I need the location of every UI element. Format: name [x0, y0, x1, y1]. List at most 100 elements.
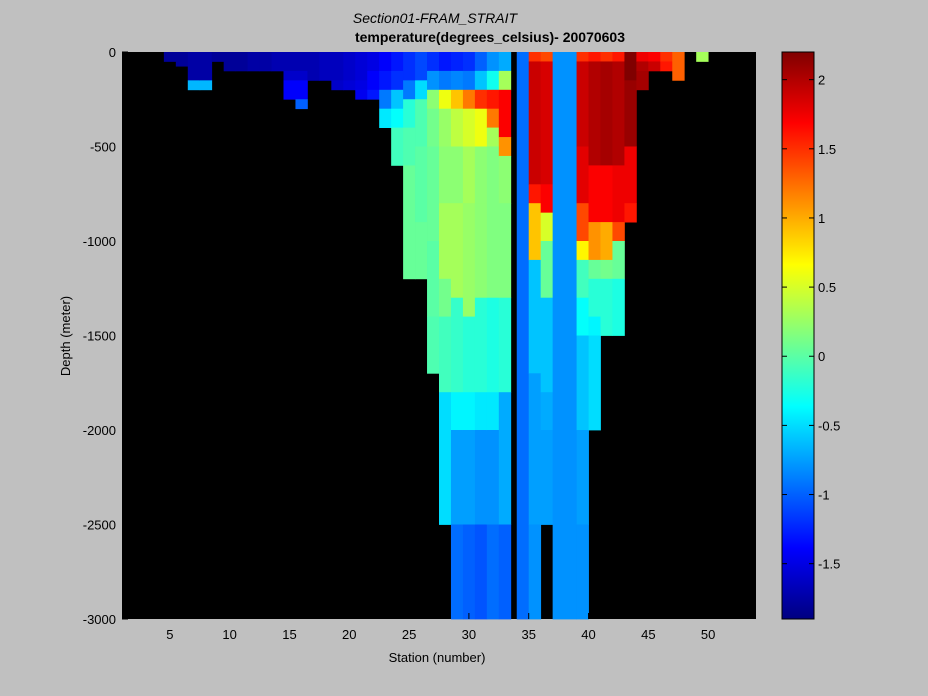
heatmap-cell	[636, 70, 649, 91]
heatmap-cell	[295, 80, 308, 100]
heatmap-cell	[498, 203, 512, 299]
heatmap-cell	[588, 61, 601, 166]
heatmap-cell	[540, 212, 554, 242]
heatmap-cell	[588, 222, 601, 261]
y-axis: 0 -500 -1000 -1500 -2000 -2500 -3000	[83, 45, 128, 627]
heatmap-cell	[367, 70, 380, 91]
heatmap-cell	[474, 524, 488, 620]
heatmap-cell	[259, 52, 272, 72]
heatmap-cell	[462, 524, 476, 620]
x-tick-label: 40	[581, 627, 595, 642]
heatmap-cell	[486, 52, 500, 72]
heatmap-cell	[486, 430, 500, 525]
y-tick-label: -1500	[83, 329, 116, 344]
heatmap-cell	[474, 89, 488, 110]
heatmap-cell	[427, 52, 440, 72]
heatmap-cell	[439, 52, 452, 72]
heatmap-cell	[295, 70, 308, 81]
heatmap-cell	[439, 108, 452, 147]
x-axis-label: Station (number)	[389, 650, 486, 665]
heatmap-cell	[427, 316, 440, 374]
heatmap-cell	[462, 392, 476, 431]
heatmap-cell	[343, 52, 356, 81]
heatmap-cell	[391, 70, 404, 91]
heatmap-cell	[295, 52, 308, 72]
x-tick-label: 5	[166, 627, 173, 642]
heatmap-cell	[319, 52, 332, 81]
heatmap-cell	[211, 52, 225, 62]
x-tick-label: 50	[701, 627, 715, 642]
heatmap-cell	[343, 80, 356, 91]
heatmap-cell	[498, 524, 512, 620]
heatmap-cell	[450, 297, 464, 393]
heatmap-cell	[403, 165, 416, 280]
heatmap-cell	[636, 52, 649, 62]
x-tick-label: 25	[402, 627, 416, 642]
heatmap-cell	[439, 89, 452, 110]
heatmap-cell	[462, 430, 476, 525]
heatmap-cell	[391, 127, 404, 166]
heatmap-cell	[462, 52, 476, 72]
heatmap-cell	[450, 52, 464, 72]
heatmap-cell	[427, 89, 440, 110]
heatmap-cell	[379, 89, 392, 110]
colorbar	[781, 51, 815, 620]
heatmap-cell	[486, 392, 500, 431]
y-tick-label: -1000	[83, 234, 116, 249]
heatmap-cell	[175, 52, 189, 67]
heatmap-cell	[462, 70, 476, 91]
heatmap-cell	[600, 61, 613, 166]
heatmap-cell	[379, 70, 392, 91]
heatmap-cell	[528, 203, 542, 261]
colorbar-tick-label: 1	[818, 211, 825, 226]
heatmap-cell	[624, 203, 637, 223]
heatmap-cell	[199, 80, 213, 91]
heatmap-cell	[588, 259, 601, 280]
heatmap-cell	[450, 524, 464, 620]
heatmap-cell	[355, 80, 368, 91]
heatmap-cell	[612, 222, 625, 242]
heatmap-cell	[462, 108, 476, 147]
heatmap-cell	[474, 203, 488, 299]
heatmap-cell	[450, 392, 464, 431]
heatmap-cell	[474, 297, 488, 393]
heatmap-cell	[486, 524, 500, 620]
heatmap-cell	[450, 430, 464, 525]
heatmap-cell	[439, 316, 452, 393]
heatmap-cell	[439, 392, 452, 525]
heatmap-cell	[600, 52, 613, 62]
heatmap-cell	[588, 165, 601, 223]
heatmap-cell	[552, 52, 577, 620]
heatmap-cell	[427, 241, 440, 317]
x-tick-label: 20	[342, 627, 356, 642]
heatmap-cell	[576, 259, 589, 299]
heatmap-cell	[415, 146, 428, 223]
heatmap-cell	[235, 52, 248, 72]
heatmap-cell	[450, 203, 464, 299]
heatmap-cell	[528, 259, 542, 374]
heatmap-cell	[439, 146, 452, 204]
heatmap-cell	[498, 155, 512, 204]
x-tick-label: 35	[521, 627, 535, 642]
heatmap-cell	[648, 61, 661, 72]
y-tick-label: -2500	[83, 518, 116, 533]
heatmap-cell	[474, 146, 488, 204]
heatmap-cell	[576, 241, 589, 261]
heatmap-cell	[403, 99, 416, 128]
heatmap-cell	[439, 70, 452, 91]
heatmap-cell	[474, 430, 488, 525]
colorbar-tick-label: -0.5	[818, 418, 840, 433]
heatmap-cell	[576, 430, 589, 525]
heatmap-cell	[600, 259, 613, 280]
heatmap-cell	[612, 52, 625, 62]
heatmap-cell	[283, 70, 296, 81]
heatmap-cell	[450, 70, 464, 91]
heatmap-cell	[600, 222, 613, 261]
heatmap-cell	[576, 335, 589, 431]
heatmap-cell	[307, 52, 320, 81]
heatmap-cell	[199, 52, 213, 81]
colorbar-ticks: 2 1.5 1 0.5 0 -0.5 -1 -1.5	[782, 73, 840, 572]
y-tick-label: 0	[109, 45, 116, 60]
heatmap-cell	[462, 316, 476, 393]
x-tick-label: 30	[462, 627, 476, 642]
